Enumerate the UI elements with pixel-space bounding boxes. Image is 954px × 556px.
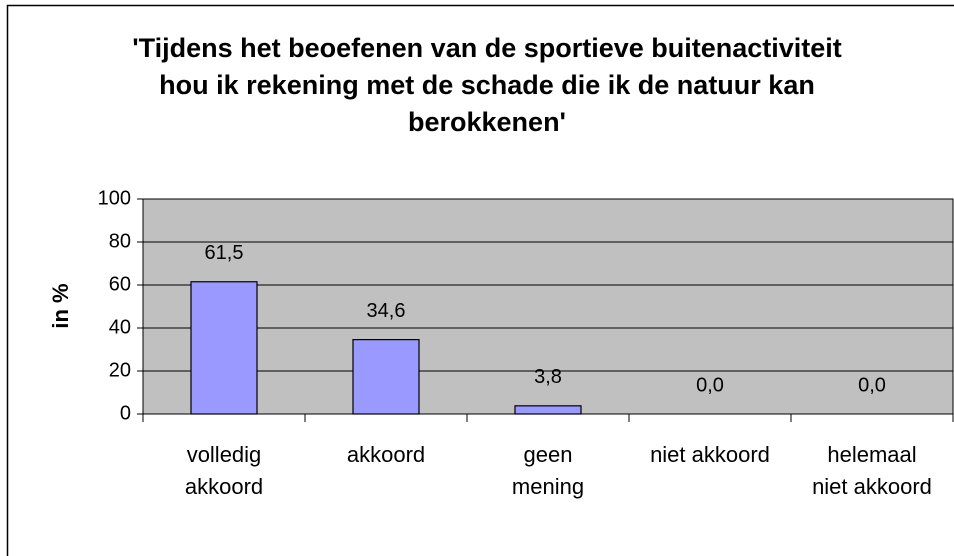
y-tick-label: 80 [109,230,131,252]
y-tick-label: 100 [98,187,131,209]
y-tick-label: 20 [109,359,131,381]
y-axis-label: in % [48,283,73,328]
y-tick-label: 40 [109,316,131,338]
bar [352,339,420,415]
data-label: 34,6 [367,300,406,322]
data-label: 0,0 [858,374,886,396]
plot-area [142,198,954,415]
x-tick-label: volledig akkoord [184,442,264,499]
y-tick-label: 0 [120,402,131,424]
data-label: 3,8 [534,366,562,388]
y-tick-label: 60 [109,273,131,295]
data-label: 61,5 [205,242,244,264]
x-tick-label: niet akkoord [650,442,770,467]
data-label: 0,0 [696,374,724,396]
bar [190,281,258,415]
x-tick-label: helemaal niet akkoord [812,442,932,499]
chart-title: 'Tijdens het beoefenen van de sportieve … [132,33,842,137]
x-tick-label: geen mening [511,442,585,499]
x-tick-label: akkoord [346,442,426,467]
bar [514,405,582,415]
